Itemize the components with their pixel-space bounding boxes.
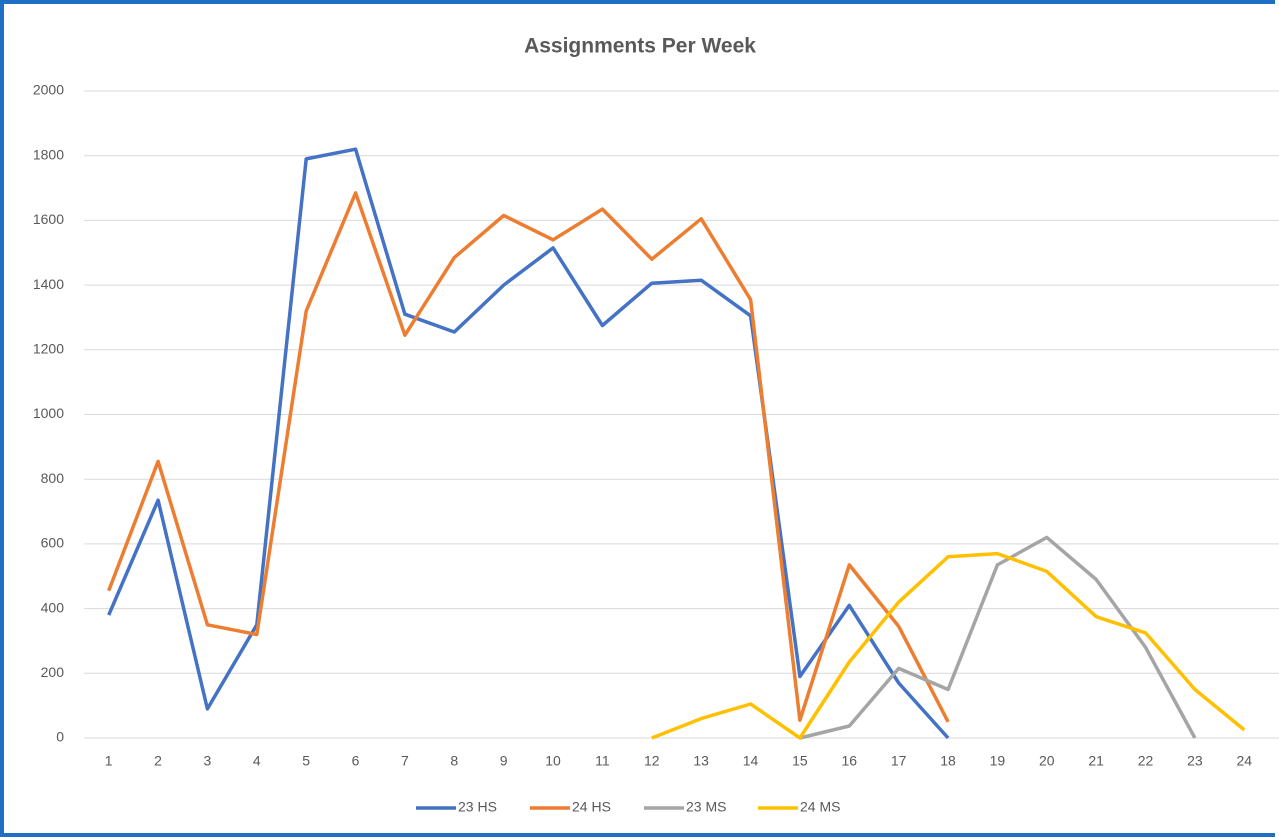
- y-tick-label: 1600: [33, 211, 64, 227]
- y-tick-label: 1000: [33, 405, 64, 421]
- x-tick-label: 16: [842, 753, 858, 769]
- x-tick-label: 8: [450, 753, 458, 769]
- chart-title: Assignments Per Week: [524, 35, 756, 58]
- y-tick-label: 1800: [33, 146, 64, 162]
- x-tick-label: 1: [105, 753, 113, 769]
- x-tick-label: 11: [595, 753, 610, 769]
- x-tick-label: 17: [891, 753, 907, 769]
- x-tick-label: 6: [352, 753, 360, 769]
- y-tick-label: 800: [41, 470, 65, 486]
- y-tick-label: 1200: [33, 341, 64, 357]
- series-line: [651, 551, 1246, 740]
- series-line: [107, 191, 950, 723]
- x-tick-label: 12: [644, 753, 660, 769]
- x-tick-label: 24: [1237, 753, 1253, 769]
- x-tick-label: 22: [1138, 753, 1154, 769]
- x-tick-label: 20: [1039, 753, 1055, 769]
- series-line: [799, 535, 1197, 740]
- y-tick-label: 600: [41, 535, 65, 551]
- x-tick-label: 4: [253, 753, 261, 769]
- legend-label: 23 HS: [458, 799, 497, 815]
- y-tick-label: 1400: [33, 276, 64, 292]
- x-tick-label: 14: [743, 753, 759, 769]
- x-tick-label: 3: [204, 753, 212, 769]
- x-tick-label: 10: [545, 753, 561, 769]
- x-tick-label: 15: [792, 753, 808, 769]
- x-tick-label: 18: [940, 753, 956, 769]
- x-tick-label: 13: [693, 753, 709, 769]
- x-tick-label: 23: [1187, 753, 1203, 769]
- x-tick-label: 2: [154, 753, 162, 769]
- x-tick-label: 5: [302, 753, 310, 769]
- legend-label: 23 MS: [686, 799, 726, 815]
- legend-label: 24 HS: [572, 799, 611, 815]
- y-tick-label: 200: [41, 664, 65, 680]
- x-tick-label: 21: [1088, 753, 1104, 769]
- y-tick-label: 400: [41, 599, 65, 615]
- series-line: [107, 147, 950, 740]
- x-tick-label: 9: [500, 753, 508, 769]
- legend-label: 24 MS: [800, 799, 840, 815]
- y-tick-label: 2000: [33, 82, 64, 98]
- y-tick-label: 0: [56, 729, 64, 745]
- x-tick-label: 7: [401, 753, 409, 769]
- x-tick-label: 19: [990, 753, 1006, 769]
